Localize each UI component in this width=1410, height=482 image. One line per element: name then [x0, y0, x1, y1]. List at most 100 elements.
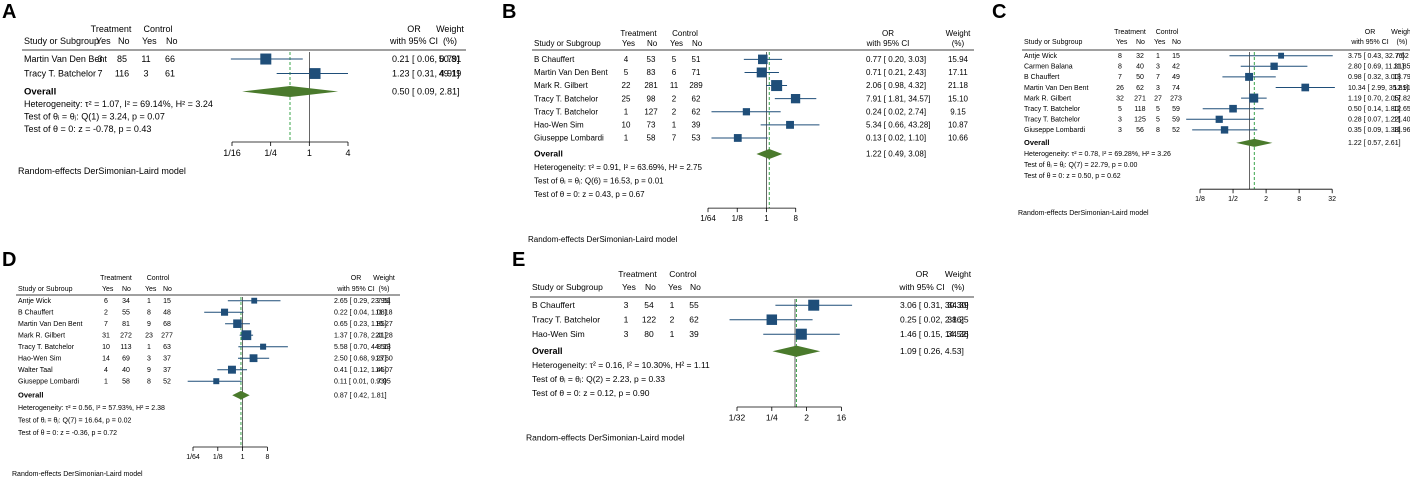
treatment-yes-value: 3 [1118, 117, 1122, 124]
control-yes-value: 5 [672, 55, 677, 64]
x-tick-label: 2 [804, 413, 809, 423]
control-no-header: No [163, 286, 172, 293]
treatment-header: Treatment [1114, 29, 1146, 36]
x-tick-label: 1/16 [223, 148, 241, 158]
control-no-value: 71 [692, 68, 701, 77]
study-marker [757, 68, 767, 78]
control-yes-value: 1 [672, 121, 677, 130]
study-marker [228, 366, 236, 374]
treatment-no-value: 118 [1134, 106, 1145, 113]
x-tick-label: 1/32 [729, 413, 746, 423]
weight-value: 15.10 [948, 94, 969, 103]
control-no-value: 39 [689, 329, 699, 339]
heterogeneity-text: Heterogeneity: τ² = 0.16, I² = 10.30%, H… [532, 360, 710, 370]
study-name: Walter Taal [18, 367, 53, 374]
treatment-yes-value: 1 [104, 379, 108, 386]
treatment-no-value: 271 [1134, 95, 1146, 102]
treatment-no-value: 54 [644, 300, 654, 310]
x-tick-label: 1 [307, 148, 312, 158]
x-tick-label: 1/4 [264, 148, 277, 158]
treatment-yes-value: 7 [104, 321, 108, 328]
study-marker [758, 55, 768, 65]
x-tick-label: 4 [345, 148, 350, 158]
x-tick-label: 32 [1328, 196, 1336, 203]
weight-value: 13.60 [375, 356, 393, 363]
treatment-yes-value: 10 [622, 121, 631, 130]
heterogeneity-text: Heterogeneity: τ² = 0.91, I² = 63.69%, H… [534, 163, 702, 172]
control-yes-value: 2 [672, 107, 677, 116]
x-tick-label: 16 [837, 413, 847, 423]
control-no-value: 39 [692, 121, 701, 130]
control-no-value: 59 [1172, 117, 1180, 124]
study-marker [771, 80, 782, 91]
treatment-no-value: 281 [644, 81, 658, 90]
or-header: OR [882, 29, 894, 38]
study-marker [796, 329, 807, 340]
weight-value: 34.39 [947, 300, 969, 310]
study-marker [767, 314, 777, 324]
overall-or-ci-value: 1.22 [ 0.49, 3.08] [866, 150, 926, 159]
control-yes-header: Yes [670, 39, 683, 48]
weight-value: 12.65 [1393, 106, 1410, 113]
treatment-yes-header: Yes [622, 282, 636, 292]
study-name: Giuseppe Lombardi [1024, 127, 1086, 134]
overall-label: Overall [534, 149, 563, 159]
control-no-value: 62 [689, 315, 699, 325]
study-name: Mark R. Gilbert [18, 333, 65, 340]
study-column-header: Study or Subgroup [24, 36, 99, 46]
weight-value: 34.36 [947, 329, 969, 339]
treatment-yes-value: 5 [624, 68, 629, 77]
heterogeneity-text: Heterogeneity: τ² = 0.56, I² = 57.93%, H… [18, 405, 165, 412]
control-no-value: 55 [689, 300, 699, 310]
weight-value: 7.95 [377, 379, 391, 386]
x-tick-label: 1/4 [766, 413, 778, 423]
study-name: Giuseppe Lombardi [18, 379, 80, 386]
treatment-yes-value: 5 [1118, 106, 1122, 113]
study-name: Tracy T. Batchelor [534, 94, 598, 103]
study-name: Hao-Wen Sim [18, 356, 62, 363]
control-header: Control [1156, 29, 1179, 36]
control-yes-value: 3 [147, 356, 151, 363]
treatment-no-value: 62 [1136, 85, 1144, 92]
study-marker [251, 298, 257, 304]
study-name: Hao-Wen Sim [532, 329, 585, 339]
control-no-value: 37 [163, 356, 171, 363]
test-equal-text: Test of θᵢ = θⱼ: Q(1) = 3.24, p = 0.07 [24, 112, 165, 122]
x-tick-label: 1/64 [700, 214, 716, 223]
treatment-no-value: 53 [647, 55, 656, 64]
study-name: B Chauffert [1024, 74, 1059, 81]
x-tick-label: 1/8 [732, 214, 744, 223]
treatment-no-header: No [647, 39, 658, 48]
weight-value: 10.66 [948, 134, 969, 143]
treatment-yes-value: 3 [1118, 127, 1122, 134]
treatment-yes-value: 22 [622, 81, 631, 90]
control-no-value: 52 [1172, 127, 1180, 134]
study-name: Martin Van Den Bent [18, 321, 83, 328]
treatment-no-value: 50 [1136, 74, 1144, 81]
control-no-value: 15 [163, 298, 171, 305]
panel-letter: E [512, 249, 525, 271]
treatment-yes-header: Yes [1116, 39, 1128, 46]
weight-value: 7.62 [1395, 53, 1409, 60]
study-name: B Chauffert [532, 300, 575, 310]
control-yes-header: Yes [142, 36, 157, 46]
treatment-header: Treatment [620, 29, 657, 38]
treatment-yes-value: 26 [1116, 85, 1124, 92]
treatment-yes-value: 7 [97, 69, 102, 79]
control-no-value: 15 [1172, 53, 1180, 60]
study-column-header: Study or Subgroup [532, 282, 603, 292]
treatment-yes-value: 6 [104, 298, 108, 305]
treatment-no-value: 272 [120, 333, 132, 340]
test-equal-text: Test of θᵢ = θⱼ: Q(6) = 16.53, p = 0.01 [534, 177, 664, 186]
treatment-yes-value: 2 [104, 310, 108, 317]
x-tick-label: 8 [793, 214, 798, 223]
treatment-yes-value: 4 [624, 55, 629, 64]
model-note: Random-effects DerSimonian-Laird model [528, 235, 677, 244]
treatment-no-value: 125 [1134, 117, 1146, 124]
ci-header: with 95% CI [389, 36, 438, 46]
treatment-yes-value: 4 [104, 367, 108, 374]
study-name: Mark R. Gilbert [1024, 95, 1071, 102]
control-no-value: 48 [163, 310, 171, 317]
or-header: OR [407, 24, 421, 34]
study-column-header: Study or Subgroup [1024, 39, 1082, 46]
